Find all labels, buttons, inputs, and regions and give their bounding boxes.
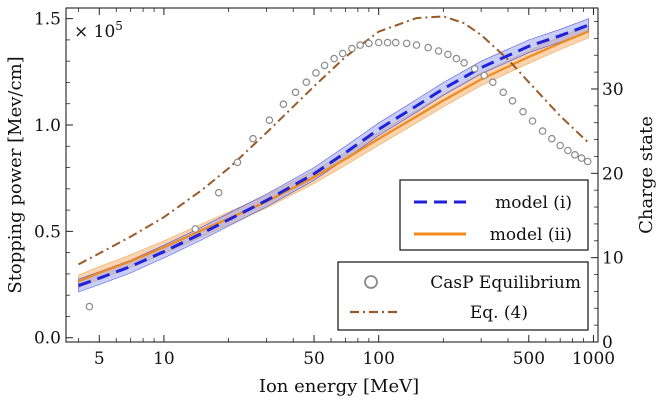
casp-point bbox=[338, 49, 347, 58]
legend-eq4-label: Eq. (4) bbox=[470, 303, 528, 323]
casp-point bbox=[452, 54, 461, 63]
x-tick-label: 10 bbox=[153, 349, 175, 369]
x-tick-label: 100 bbox=[362, 349, 394, 369]
casp-point bbox=[412, 41, 421, 49]
casp-point bbox=[499, 88, 508, 97]
casp-point bbox=[312, 69, 320, 77]
legend-references-box bbox=[337, 261, 589, 331]
casp-point bbox=[547, 134, 556, 143]
casp-point bbox=[374, 38, 383, 47]
line-model-i- bbox=[77, 23, 590, 288]
plot-frame bbox=[65, 7, 599, 343]
casp-point bbox=[470, 64, 479, 73]
legend-model-ii-label: model (ii) bbox=[490, 225, 572, 245]
casp-point bbox=[508, 97, 517, 105]
casp-point bbox=[365, 39, 373, 48]
casp-point bbox=[460, 58, 468, 67]
casp-point bbox=[302, 78, 311, 87]
casp-point bbox=[564, 146, 572, 155]
casp-point bbox=[391, 38, 400, 47]
casp-point bbox=[402, 39, 411, 48]
casp-point bbox=[191, 225, 200, 233]
casp-point bbox=[233, 158, 242, 167]
legend-references: CasP Equilibrium Eq. (4) bbox=[337, 261, 589, 331]
casp-point bbox=[279, 100, 288, 109]
y2-tick-label: 10 bbox=[602, 249, 624, 269]
casp-point bbox=[519, 107, 527, 116]
casp-point bbox=[556, 141, 565, 150]
y-tick-label: 0.0 bbox=[34, 329, 61, 349]
line-model-ii- bbox=[78, 30, 590, 283]
casp-point bbox=[330, 54, 338, 63]
casp-point bbox=[291, 88, 300, 97]
legend-casp-swatch bbox=[364, 275, 378, 289]
casp-point bbox=[214, 188, 223, 197]
casp-point bbox=[577, 154, 586, 162]
y-tick-label: 1.5 bbox=[34, 10, 61, 30]
y2-axis-title: Charge state bbox=[636, 116, 657, 234]
legend-model-i-label: model (i) bbox=[495, 193, 572, 213]
casp-point bbox=[356, 41, 365, 49]
x-tick-label: 50 bbox=[303, 349, 325, 369]
casp-point bbox=[348, 44, 356, 53]
y2-tick-label: 0 bbox=[602, 333, 613, 353]
casp-point bbox=[538, 127, 547, 135]
x-tick-label: 1000 bbox=[572, 349, 615, 369]
casp-point bbox=[488, 78, 497, 87]
y2-tick-label: 20 bbox=[602, 164, 624, 184]
casp-point bbox=[528, 117, 537, 125]
legend-casp-label: CasP Equilibrium bbox=[430, 273, 581, 293]
casp-point bbox=[480, 71, 489, 80]
legend-models-box bbox=[399, 179, 589, 251]
casp-point bbox=[85, 302, 94, 311]
axis-ticks: 5 10 50 100 500 1000 0.0 0.5 1.0 1.5 0 10 20 30 bbox=[34, 8, 624, 369]
casp-point bbox=[434, 47, 443, 55]
casp-point bbox=[383, 38, 392, 47]
x-axis-title: Ion energy [MeV] bbox=[259, 376, 419, 397]
casp-point bbox=[583, 157, 592, 166]
y-tick-label: 1.0 bbox=[34, 116, 61, 136]
casp-point bbox=[320, 61, 329, 70]
casp-point bbox=[265, 116, 274, 125]
y-axis-title: Stopping power [Mev/cm] bbox=[5, 56, 26, 293]
casp-point bbox=[571, 151, 579, 159]
casp-point bbox=[444, 50, 452, 59]
casp-point bbox=[249, 134, 257, 143]
y-tick-label: 0.5 bbox=[34, 222, 61, 242]
x-tick-label: 500 bbox=[513, 349, 545, 369]
legend-models: model (i) model (ii) bbox=[399, 179, 589, 251]
casp-point bbox=[424, 43, 433, 52]
y-axis-multiplier: × 105 bbox=[74, 19, 123, 42]
x-tick-label: 5 bbox=[94, 349, 105, 369]
plot-area bbox=[77, 15, 592, 311]
y2-tick-label: 30 bbox=[602, 80, 624, 100]
y-axis-multiplier-exponent: 5 bbox=[115, 19, 123, 33]
series-group bbox=[77, 15, 592, 311]
